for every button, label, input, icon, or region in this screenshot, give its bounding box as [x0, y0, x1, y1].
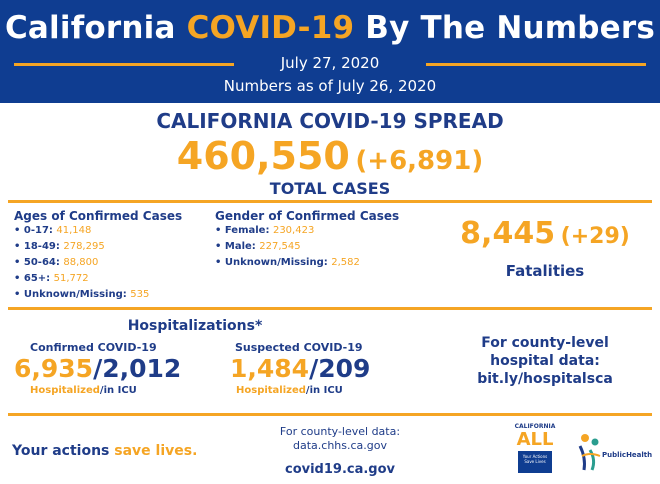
page-title: California COVID-19 By The Numbers: [0, 10, 660, 46]
ages-heading: Ages of Confirmed Cases: [14, 209, 183, 223]
header-rule-left: [14, 63, 234, 66]
covid-site-link[interactable]: covid19.ca.gov: [284, 462, 396, 477]
numbers-as-of: Numbers as of July 26, 2020: [223, 77, 437, 95]
list-item: • Unknown/Missing: 2,582: [215, 257, 360, 268]
list-item: • 0-17: 41,148: [14, 225, 92, 236]
gender-list: • Female: 230,423 • Male: 227,545 • Unkn…: [215, 223, 360, 271]
list-item: • 18-49: 278,295: [14, 241, 105, 252]
header-rule-right: [426, 63, 646, 66]
spread-title: CALIFORNIA COVID-19 SPREAD: [156, 109, 504, 133]
title-accent: COVID-19: [186, 10, 355, 46]
list-item: • 50-64: 88,800: [14, 257, 99, 268]
county-hospital-info: For county-level hospital data: bit.ly/h…: [445, 334, 645, 388]
ages-list: • 0-17: 41,148 • 18-49: 278,295 • 50-64:…: [14, 223, 149, 303]
total-cases-delta: (+6,891): [355, 146, 484, 176]
county-data-link[interactable]: data.chhs.ca.gov: [293, 439, 387, 452]
suspected-label: Suspected COVID-19: [235, 341, 363, 354]
gender-heading: Gender of Confirmed Cases: [215, 209, 400, 223]
fatalities-number: 8,445: [460, 216, 556, 251]
header-banner: California COVID-19 By The Numbers July …: [0, 0, 660, 103]
confirmed-icu: 2,012: [102, 354, 182, 383]
confirmed-label: Confirmed COVID-19: [30, 341, 157, 354]
list-item: • Female: 230,423: [215, 225, 315, 236]
suspected-icu: 209: [318, 354, 371, 383]
confirmed-hospital-numbers: 6,935/2,012: [14, 354, 182, 383]
county-data-info: For county-level data: data.chhs.ca.gov: [230, 425, 450, 453]
suspected-hospitalized: 1,484: [230, 354, 310, 383]
total-cases-label: TOTAL CASES: [269, 179, 391, 198]
report-date: July 27, 2020: [280, 54, 380, 72]
hospitals-link[interactable]: bit.ly/hospitalsca: [477, 371, 613, 387]
total-cases-number: 460,550: [176, 134, 350, 178]
public-health-icon: [578, 434, 601, 471]
list-item: • Male: 227,545: [215, 241, 301, 252]
section-divider: [8, 307, 652, 310]
confirmed-sublabel: Hospitalized/in ICU: [30, 385, 137, 396]
suspected-hospital-numbers: 1,484/209: [230, 354, 371, 383]
public-health-logo: PublicHealth: [578, 432, 654, 476]
total-cases-value: 460,550 (+6,891): [0, 134, 660, 178]
fatalities-delta: (+29): [560, 224, 630, 249]
california-all-logo: CALIFORNIA ALL Your Actions Save Lives: [512, 423, 558, 475]
hospitalizations-heading: Hospitalizations*: [127, 318, 263, 334]
fatalities-value: 8,445 (+29): [440, 216, 650, 251]
title-part-1: California: [4, 10, 176, 46]
section-divider: [8, 413, 652, 416]
fatalities-label: Fatalities: [505, 262, 585, 280]
suspected-sublabel: Hospitalized/in ICU: [236, 385, 343, 396]
confirmed-hospitalized: 6,935: [14, 354, 94, 383]
list-item: • 65+: 51,772: [14, 273, 89, 284]
list-item: • Unknown/Missing: 535: [14, 289, 150, 300]
section-divider: [8, 200, 652, 203]
title-part-2: By The Numbers: [365, 10, 656, 46]
actions-tagline: Your actions save lives.: [12, 443, 198, 459]
